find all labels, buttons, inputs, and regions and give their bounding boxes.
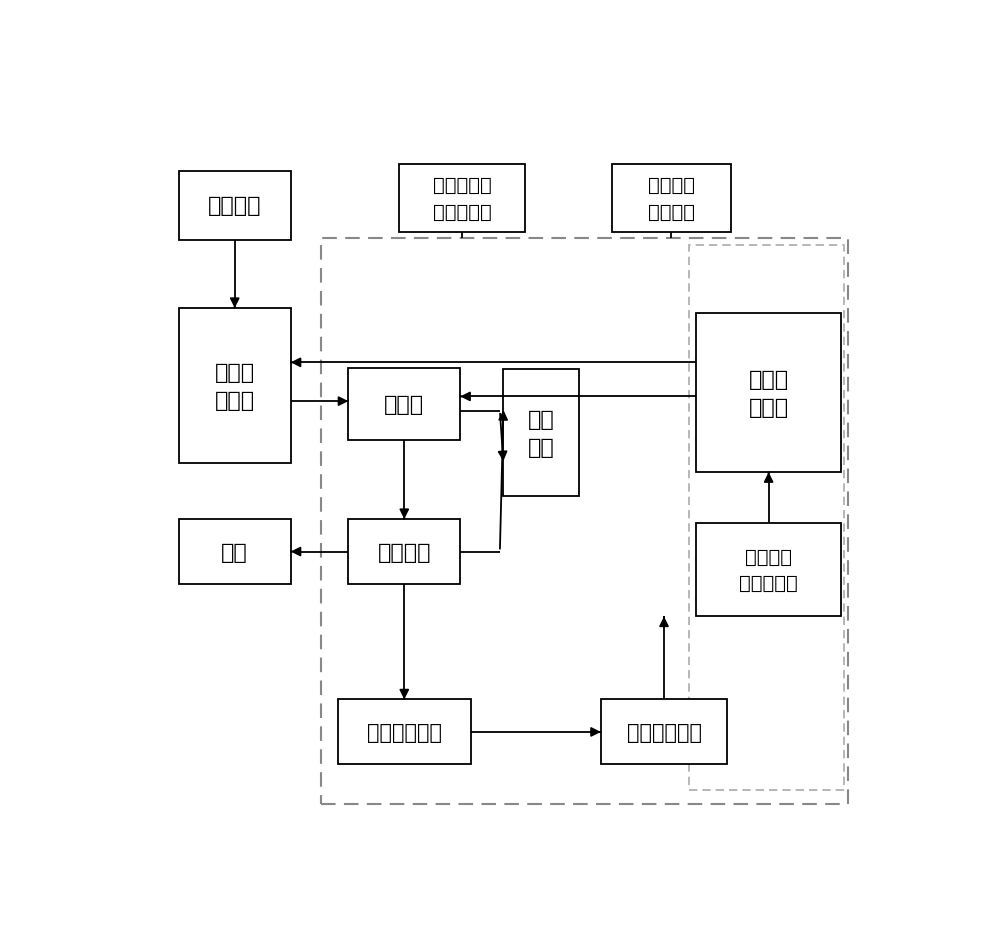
Bar	[348, 368, 460, 440]
Bar	[601, 700, 727, 765]
Bar	[689, 245, 844, 790]
Bar	[179, 172, 291, 241]
Text: 起始点定
位控制器: 起始点定 位控制器	[648, 176, 695, 222]
Bar	[179, 309, 291, 463]
Text: 定位控
制模块: 定位控 制模块	[749, 370, 789, 417]
Bar	[179, 519, 291, 584]
Text: 驱动器: 驱动器	[384, 394, 424, 415]
Bar	[503, 370, 579, 496]
Bar	[399, 165, 525, 233]
Bar	[348, 519, 460, 584]
Bar	[321, 239, 848, 804]
Bar	[338, 700, 471, 765]
Text: 数据采样
和分析模块: 数据采样 和分析模块	[739, 548, 798, 592]
Text: 十字滑架: 十字滑架	[378, 542, 431, 562]
Text: 超声波传感器: 超声波传感器	[367, 723, 442, 742]
Bar	[696, 523, 841, 617]
Text: 焊接电源: 焊接电源	[208, 196, 261, 216]
Text: 信号处理模块: 信号处理模块	[627, 723, 702, 742]
Bar	[696, 314, 841, 473]
Bar	[612, 165, 731, 233]
Text: 测速
模块: 测速 模块	[528, 409, 555, 457]
Text: 焊枪: 焊枪	[221, 542, 248, 562]
Text: 起始点识别
与定位系统: 起始点识别 与定位系统	[433, 176, 491, 222]
Text: 焊缝跟
踪系统: 焊缝跟 踪系统	[215, 362, 255, 410]
